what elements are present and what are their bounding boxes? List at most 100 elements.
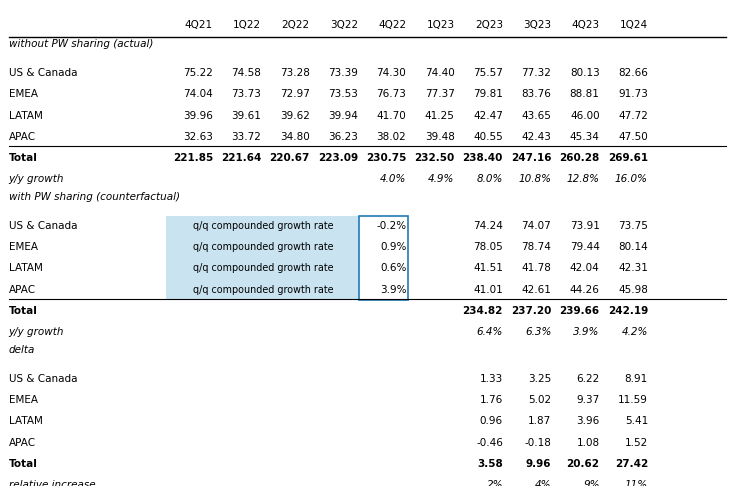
Text: 33.72: 33.72 [232,132,262,142]
Bar [166,216,359,300]
Text: 82.66: 82.66 [618,68,648,78]
Text: 42.43: 42.43 [521,132,551,142]
Text: 75.22: 75.22 [183,68,213,78]
Text: 41.78: 41.78 [521,263,551,274]
Text: 41.01: 41.01 [473,285,503,295]
Text: EMEA: EMEA [9,243,37,252]
Bar [359,216,408,300]
Text: 73.53: 73.53 [328,89,358,100]
Text: 3.96: 3.96 [576,417,600,426]
Text: 78.74: 78.74 [521,243,551,252]
Text: 74.40: 74.40 [425,68,455,78]
Text: 242.19: 242.19 [608,306,648,316]
Text: 220.67: 220.67 [269,153,309,163]
Text: 1.52: 1.52 [625,437,648,448]
Text: 20.62: 20.62 [567,459,600,469]
Text: LATAM: LATAM [9,111,43,121]
Text: 38.02: 38.02 [376,132,406,142]
Text: 76.73: 76.73 [376,89,406,100]
Text: 3Q23: 3Q23 [523,20,551,30]
Text: 230.75: 230.75 [366,153,406,163]
Text: 73.73: 73.73 [232,89,262,100]
Text: 80.14: 80.14 [618,243,648,252]
Text: 74.30: 74.30 [376,68,406,78]
Text: -0.2%: -0.2% [376,221,406,231]
Text: 74.07: 74.07 [522,221,551,231]
Text: 269.61: 269.61 [608,153,648,163]
Text: 1.87: 1.87 [528,417,551,426]
Bar [166,258,359,279]
Text: 2Q23: 2Q23 [475,20,503,30]
Text: 83.76: 83.76 [521,89,551,100]
Text: 79.44: 79.44 [570,243,600,252]
Text: 40.55: 40.55 [473,132,503,142]
Text: US & Canada: US & Canada [9,374,77,384]
Text: 221.85: 221.85 [173,153,213,163]
Text: 8.91: 8.91 [625,374,648,384]
Text: 239.66: 239.66 [559,306,600,316]
Text: 1.76: 1.76 [480,395,503,405]
Text: 1Q24: 1Q24 [620,20,648,30]
Text: 11%: 11% [625,480,648,486]
Text: q/q compounded growth rate: q/q compounded growth rate [193,221,333,231]
Text: 39.61: 39.61 [232,111,262,121]
Text: 75.57: 75.57 [473,68,503,78]
Text: 4Q22: 4Q22 [379,20,406,30]
Text: 0.96: 0.96 [480,417,503,426]
Text: 4.2%: 4.2% [622,327,648,337]
Text: 10.8%: 10.8% [518,174,551,184]
Text: 223.09: 223.09 [318,153,358,163]
Text: 8.0%: 8.0% [476,174,503,184]
Text: 41.51: 41.51 [473,263,503,274]
Text: 9.96: 9.96 [526,459,551,469]
Text: 74.58: 74.58 [232,68,262,78]
Text: 43.65: 43.65 [521,111,551,121]
Text: 27.42: 27.42 [614,459,648,469]
Text: 42.47: 42.47 [473,111,503,121]
Text: APAC: APAC [9,285,36,295]
Text: 3.9%: 3.9% [380,285,406,295]
Text: Total: Total [9,306,37,316]
Text: without PW sharing (actual): without PW sharing (actual) [9,39,153,49]
Text: -0.46: -0.46 [476,437,503,448]
Text: EMEA: EMEA [9,89,37,100]
Text: 77.32: 77.32 [521,68,551,78]
Text: 77.37: 77.37 [425,89,455,100]
Text: 39.96: 39.96 [183,111,213,121]
Text: 39.94: 39.94 [328,111,358,121]
Text: 41.70: 41.70 [376,111,406,121]
Text: 3.25: 3.25 [528,374,551,384]
Text: 2%: 2% [487,480,503,486]
Text: 6.3%: 6.3% [525,327,551,337]
Text: 260.28: 260.28 [559,153,600,163]
Text: 46.00: 46.00 [570,111,600,121]
Text: 4.9%: 4.9% [429,174,455,184]
Text: -0.18: -0.18 [524,437,551,448]
Text: APAC: APAC [9,437,36,448]
Text: 5.02: 5.02 [528,395,551,405]
Text: 9.37: 9.37 [576,395,600,405]
Text: 6.22: 6.22 [576,374,600,384]
Text: 79.81: 79.81 [473,89,503,100]
Text: 9%: 9% [583,480,600,486]
Text: 41.25: 41.25 [425,111,455,121]
Text: 36.23: 36.23 [328,132,358,142]
Text: 1.08: 1.08 [576,437,600,448]
Text: 44.26: 44.26 [570,285,600,295]
Text: 1.33: 1.33 [480,374,503,384]
Text: APAC: APAC [9,132,36,142]
Text: LATAM: LATAM [9,263,43,274]
Text: Total: Total [9,153,37,163]
Text: 47.50: 47.50 [618,132,648,142]
Text: 3.58: 3.58 [477,459,503,469]
Text: 232.50: 232.50 [415,153,455,163]
Text: 74.04: 74.04 [183,89,213,100]
Text: 42.61: 42.61 [521,285,551,295]
Text: 4%: 4% [535,480,551,486]
Text: 2Q22: 2Q22 [282,20,309,30]
Bar [166,237,359,258]
Text: 237.20: 237.20 [511,306,551,316]
Text: 221.64: 221.64 [221,153,262,163]
Text: 0.9%: 0.9% [380,243,406,252]
Text: 72.97: 72.97 [280,89,309,100]
